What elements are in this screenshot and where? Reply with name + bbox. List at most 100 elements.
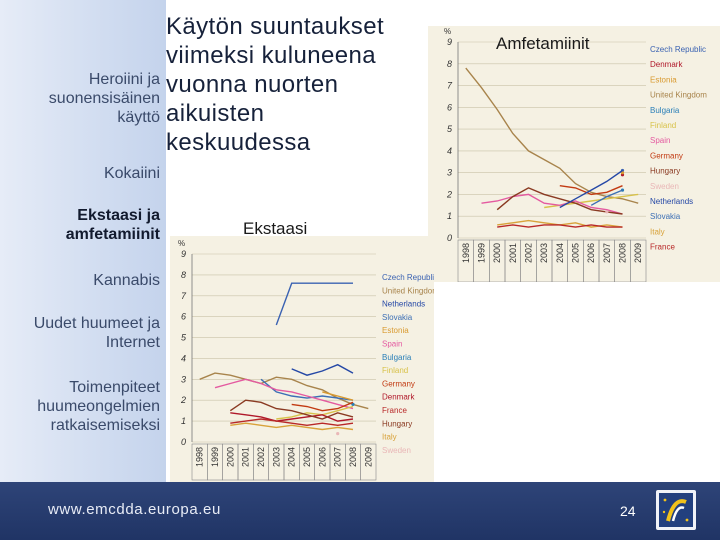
emcdda-logo-icon — [656, 490, 696, 530]
amphetamine-chart-legend-entry: United Kingdom — [650, 91, 707, 100]
amphetamine-line-chart: % 0 1 2 3 4 5 6 7 8 9 1998 1999 2000 2001 2002 2003 2004 2… — [444, 27, 707, 283]
ecstasy-chart-legend-entry: Hungary — [382, 419, 412, 428]
nav-item-heroiini[interactable]: Heroiini ja suonensisäinen käyttö — [48, 71, 160, 126]
amphetamine-chart-y-tick-label: 3 — [447, 168, 452, 178]
ecstasy-chart-x-tick-label: 2001 — [241, 447, 251, 467]
ecstasy-chart-legend-entry: Italy — [382, 433, 397, 442]
amphetamine-chart-legend-entry: Netherlands — [650, 197, 693, 206]
ecstasy-chart-series-line — [322, 391, 354, 401]
ecstasy-chart-x-tick-label: 2007 — [333, 447, 343, 467]
ecstasy-chart-legend-entry: Denmark — [382, 393, 415, 402]
ecstasy-chart-y-tick-label: 6 — [181, 312, 186, 322]
nav-item-kokaiini[interactable]: Kokaiini — [103, 165, 160, 182]
ecstasy-chart-x-tick-box — [360, 443, 377, 481]
amphetamine-chart-series-line — [496, 187, 623, 215]
amphetamine-chart-x-tick-label: 2004 — [555, 243, 565, 263]
amphetamine-chart-legend-entry: Bulgaria — [650, 106, 680, 115]
amphetamine-chart-x-tick-label: 2008 — [618, 243, 628, 263]
amphetamine-chart-series-line — [497, 224, 623, 228]
amphetamine-chart-series-line — [481, 193, 623, 215]
amphetamine-chart-series-line — [590, 189, 623, 206]
amphetamine-chart-y-tick-label: 1 — [447, 211, 452, 221]
slide-title: Käytön suuntaukset viimeksi kuluneena vu… — [166, 13, 385, 156]
amphetamine-chart-legend-entry: Italy — [650, 227, 665, 236]
amphetamine-chart-y-tick-label: 7 — [447, 81, 453, 91]
ecstasy-chart-panel: % 0 1 2 3 4 5 6 7 8 9 1998 1999 2000 2001 2002 2003 2004 2… — [170, 236, 439, 482]
nav-item-ekstaasi-amfetamiinit[interactable]: Ekstaasi ja amfetamiinit — [65, 207, 160, 243]
ecstasy-chart-series-point — [351, 402, 355, 406]
ecstasy-chart-caption: Ekstaasi — [243, 219, 308, 238]
ecstasy-chart-y-tick-label: 8 — [181, 270, 186, 280]
amphetamine-chart-legend-entry: Estonia — [650, 75, 677, 84]
amphetamine-chart-x-tick-label: 2002 — [524, 243, 534, 263]
ecstasy-chart-x-tick-label: 2003 — [271, 447, 281, 467]
ecstasy-chart-legend-entry: Estonia — [382, 326, 409, 335]
ecstasy-chart-x-tick-label: 1998 — [195, 447, 205, 467]
ecstasy-chart-y-tick-label: 5 — [181, 333, 187, 343]
amphetamine-chart-legend-entry: Hungary — [650, 167, 680, 176]
ecstasy-chart-legend-entry: Slovakia — [382, 313, 413, 322]
amphetamine-chart-y-tick-label: 0 — [447, 233, 452, 243]
ecstasy-chart-x-tick-label: 1999 — [210, 447, 220, 467]
ecstasy-chart-legend-entry: Sweden — [382, 446, 411, 455]
ecstasy-chart-y-tick-label: 3 — [181, 374, 186, 384]
amphetamine-chart-legend-entry: Denmark — [650, 60, 683, 69]
amphetamine-chart-y-tick-label: 9 — [447, 37, 452, 47]
ecstasy-chart-x-tick-label: 2005 — [302, 447, 312, 467]
ecstasy-chart-series-line — [230, 412, 354, 422]
ecstasy-chart-series-line — [229, 399, 354, 420]
ecstasy-chart-series-line — [230, 422, 354, 431]
ecstasy-chart-series-line — [214, 378, 354, 410]
amphetamine-chart-legend-entry: Slovakia — [650, 212, 681, 221]
ecstasy-chart-series-line — [291, 401, 354, 412]
nav-item-kannabis[interactable]: Kannabis — [93, 272, 160, 289]
amphetamine-chart-series-line — [559, 169, 623, 209]
ecstasy-chart-y-tick-label: 0 — [181, 437, 186, 447]
amphetamine-chart-y-tick-label: 2 — [446, 189, 452, 199]
footer-url-link[interactable]: www.emcdda.europa.eu — [48, 501, 221, 518]
ecstasy-chart-series-line — [230, 418, 354, 427]
amphetamine-chart-series-point — [605, 210, 609, 214]
ecstasy-chart-series-point — [336, 432, 340, 436]
ecstasy-chart-legend-entry: Spain — [382, 340, 402, 349]
ecstasy-chart-series-line — [291, 363, 354, 376]
ecstasy-chart-y-tick-label: 2 — [180, 395, 186, 405]
amphetamine-chart-legend-entry: Czech Republic — [650, 45, 706, 54]
amphetamine-chart-caption: Amfetamiinit — [496, 34, 590, 53]
nav-item-uudet-huumeet[interactable]: Uudet huumeet ja Internet — [33, 315, 160, 351]
amphetamine-chart-legend-entry: France — [650, 243, 675, 252]
ecstasy-chart-legend-entry: Czech Republic — [382, 273, 434, 282]
amphetamine-chart-x-tick-label: 2001 — [508, 243, 518, 263]
ecstasy-chart-x-tick-label: 2008 — [348, 447, 358, 467]
nav-item-toimenpiteet[interactable]: Toimenpiteet huumeongelmien ratkaisemise… — [37, 379, 160, 434]
footer-bar: www.emcdda.europa.eu 24 — [0, 482, 720, 540]
amphetamine-chart-x-tick-label: 2003 — [539, 243, 549, 263]
ecstasy-chart-x-tick-label: 2000 — [225, 447, 235, 467]
ecstasy-chart-x-tick-label: 2004 — [287, 447, 297, 467]
amphetamine-chart-series-line — [559, 185, 623, 196]
ecstasy-chart-legend-entry: United Kingdom — [382, 286, 434, 295]
amphetamine-chart-legend-entry: Finland — [650, 121, 676, 130]
ecstasy-chart-legend-entry: Finland — [382, 366, 408, 375]
amphetamine-chart-panel: % 0 1 2 3 4 5 6 7 8 9 1998 1999 2000 2001 2002 2003 2004 2… — [428, 26, 720, 283]
ecstasy-chart-legend-entry: Bulgaria — [382, 353, 412, 362]
amphetamine-chart-legend-entry: Sweden — [650, 182, 679, 191]
amphetamine-chart-y-axis-label: % — [444, 27, 451, 36]
ecstasy-chart-x-tick-label: 2009 — [363, 447, 373, 467]
ecstasy-chart-series-line — [275, 282, 353, 326]
ecstasy-chart-legend-entry: France — [382, 406, 407, 415]
amphetamine-chart-y-tick-label: 6 — [447, 102, 452, 112]
amphetamine-chart-x-tick-label: 2005 — [571, 243, 581, 263]
amphetamine-chart-legend-entry: Germany — [650, 151, 683, 160]
amphetamine-chart-series-line — [465, 67, 639, 204]
ecstasy-chart-legend-entry: Germany — [382, 379, 415, 388]
amphetamine-chart-y-tick-label: 8 — [447, 59, 452, 69]
ecstasy-chart-y-tick-label: 1 — [181, 416, 186, 426]
ecstasy-chart-x-tick-label: 2006 — [317, 447, 327, 467]
ecstasy-chart-y-tick-label: 4 — [181, 353, 186, 363]
page-number: 24 — [620, 503, 636, 519]
amphetamine-chart-x-tick-label: 2009 — [633, 243, 643, 263]
amphetamine-chart-y-tick-label: 5 — [447, 124, 453, 134]
sidebar-panel — [0, 0, 166, 482]
amphetamine-chart-x-tick-label: 1999 — [477, 243, 487, 263]
